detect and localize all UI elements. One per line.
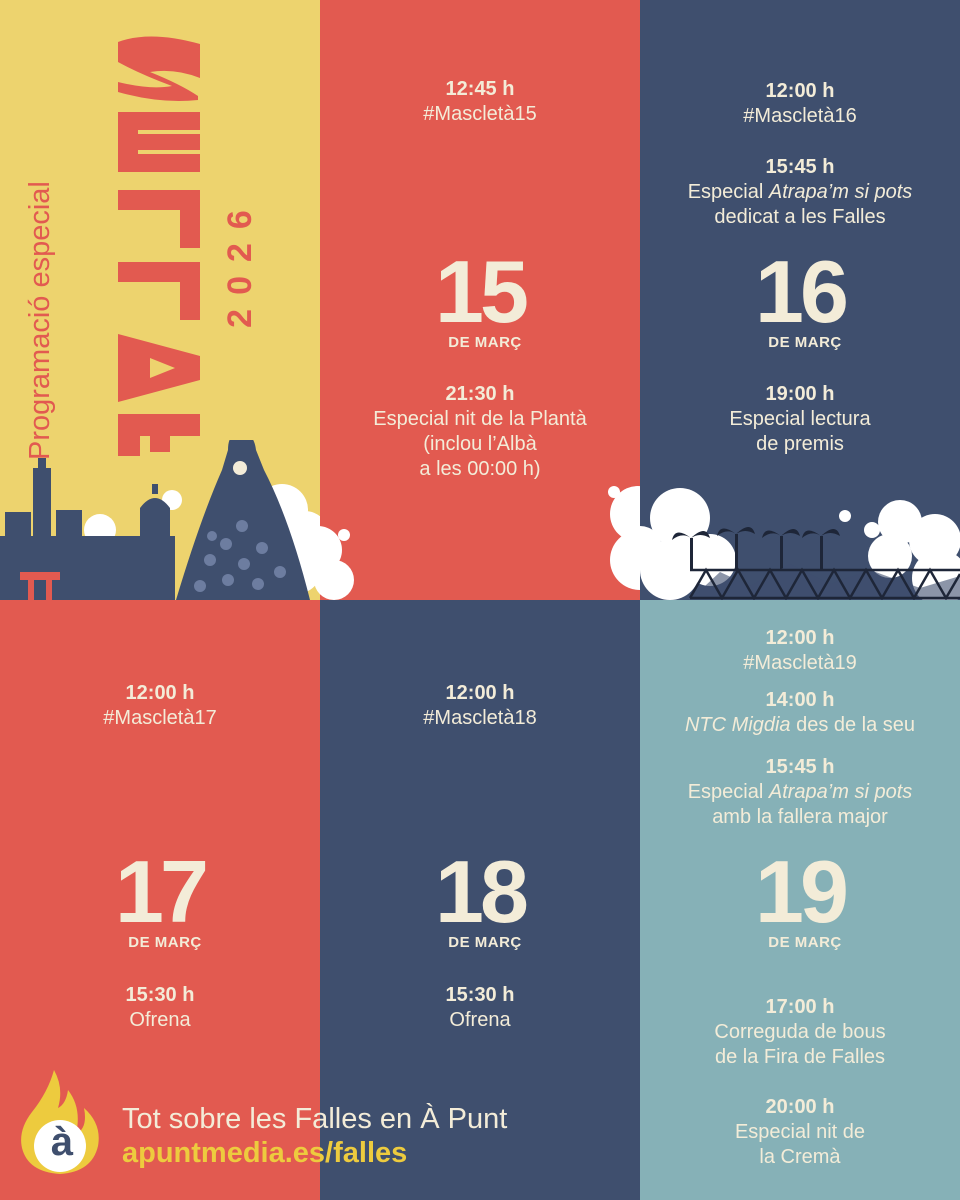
event-line: de premis [756,433,844,455]
event-line: Correguda de bous [714,1021,886,1043]
event-ofrena-18: 15:30 h Ofrena [320,983,640,1033]
day-19-panel: 12:00 h #Mascletà19 14:00 h NTC Migdia d… [640,600,960,1200]
event-time: 15:30 h [125,984,195,1006]
event-title: Ofrena [129,1009,191,1031]
day-number: 18 [435,842,529,941]
event-time: 19:00 h [765,383,835,405]
event-mascleta-17: 12:00 h #Mascletà17 [0,681,320,731]
day-month: DE MARÇ [448,334,522,351]
event-title: #Mascletà17 [103,707,217,729]
day-number: 19 [755,842,849,941]
event-time: 20:00 h [765,1096,835,1118]
event-line: Especial Atrapa’m si pots [640,180,960,205]
event-time: 15:45 h [765,156,835,178]
event-planta: 21:30 h Especial nit de la Plantà (inclo… [320,382,640,482]
event-time: 21:30 h [445,383,515,405]
falles-title-graphic [118,36,200,456]
event-title: Ofrena [449,1009,511,1031]
palm-bridge-illustration [640,488,960,600]
event-ofrena-17: 15:30 h Ofrena [0,983,320,1033]
cloud-decoration [608,486,640,590]
footer-tagline: Tot sobre les Falles en À Punt [122,1103,508,1135]
event-atrapam-19: 15:45 h Especial Atrapa’m si pots amb la… [640,755,960,830]
event-time: 15:30 h [445,984,515,1006]
event-time: 12:45 h [445,78,515,100]
event-ntc-migdia: 14:00 h NTC Migdia des de la seu [640,688,960,738]
event-line: Especial Atrapa’m si pots [640,780,960,805]
day-16-panel: 12:00 h #Mascletà16 15:45 h Especial Atr… [640,0,960,600]
event-line: amb la fallera major [712,806,888,828]
valencia-skyline-illustration [0,440,320,600]
event-line: NTC Migdia des de la seu [640,713,960,738]
day-18-panel: 12:00 h #Mascletà18 18 DE MARÇ 15:30 h O… [320,600,640,1200]
a-punt-flame-logo-icon [21,1070,99,1174]
title-panel: Programació especial 2026 [0,0,320,600]
event-mascleta-19: 12:00 h #Mascletà19 [640,626,960,676]
day-month: DE MARÇ [448,934,522,951]
event-time: 15:45 h [765,756,835,778]
day-number: 17 [115,842,209,941]
event-line: Especial nit de [734,1121,866,1143]
footer: Tot sobre les Falles en À Punt apuntmedi… [122,1102,507,1170]
event-title: #Mascletà16 [743,105,857,127]
event-mascleta-15: 12:45 h #Mascletà15 [320,77,640,127]
event-line: (inclou l’Albà [423,433,537,455]
event-line-prefix: Especial [687,781,769,803]
day-15-date: 15 DE MARÇ [320,242,640,352]
year-label: 2026 [221,196,259,328]
day-16-date: 16 DE MARÇ [640,242,960,352]
event-time: 17:00 h [765,996,835,1018]
show-name: Atrapa’m si pots [768,781,913,803]
event-time: 12:00 h [765,627,835,649]
event-line-suffix: des de la seu [790,714,916,736]
event-time: 14:00 h [765,689,835,711]
event-line-prefix: Especial [687,181,769,203]
show-name: NTC Migdia [684,714,791,736]
day-number: 16 [755,242,849,341]
event-time: 12:00 h [765,80,835,102]
event-atrapam-16: 15:45 h Especial Atrapa’m si pots dedica… [640,155,960,230]
event-premis: 19:00 h Especial lectura de premis [640,382,960,457]
day-number: 15 [435,242,529,341]
event-title: #Mascletà18 [423,707,537,729]
event-mascleta-18: 12:00 h #Mascletà18 [320,681,640,731]
event-line: a les 00:00 h) [419,458,541,480]
day-19-date: 19 DE MARÇ [640,842,960,952]
event-bous: 17:00 h Correguda de bous de la Fira de … [640,995,960,1070]
day-month: DE MARÇ [768,334,842,351]
day-month: DE MARÇ [128,934,202,951]
cloud-decoration [314,526,354,600]
program-label: Programació especial [24,181,56,460]
day-18-date: 18 DE MARÇ [320,842,640,952]
show-name: Atrapa’m si pots [768,181,913,203]
day-17-date: 17 DE MARÇ [0,842,320,952]
event-line: de la Fira de Falles [714,1046,886,1068]
event-title: #Mascletà15 [423,103,537,125]
event-line: Especial nit de la Plantà [373,408,587,430]
event-line: Especial lectura [729,408,871,430]
event-time: 12:00 h [125,682,195,704]
event-line: la Cremà [759,1146,841,1168]
event-time: 12:00 h [445,682,515,704]
event-crema: 20:00 h Especial nit de la Cremà [640,1095,960,1170]
event-line: dedicat a les Falles [714,206,886,228]
day-15-panel: 12:45 h #Mascletà15 15 DE MARÇ 21:30 h E… [314,0,640,600]
event-mascleta-16: 12:00 h #Mascletà16 [640,79,960,129]
day-month: DE MARÇ [768,934,842,951]
footer-url-link[interactable]: apuntmedia.es/falles [122,1137,408,1169]
a-punt-logo-letter: à [50,1120,74,1164]
event-title: #Mascletà19 [743,652,857,674]
